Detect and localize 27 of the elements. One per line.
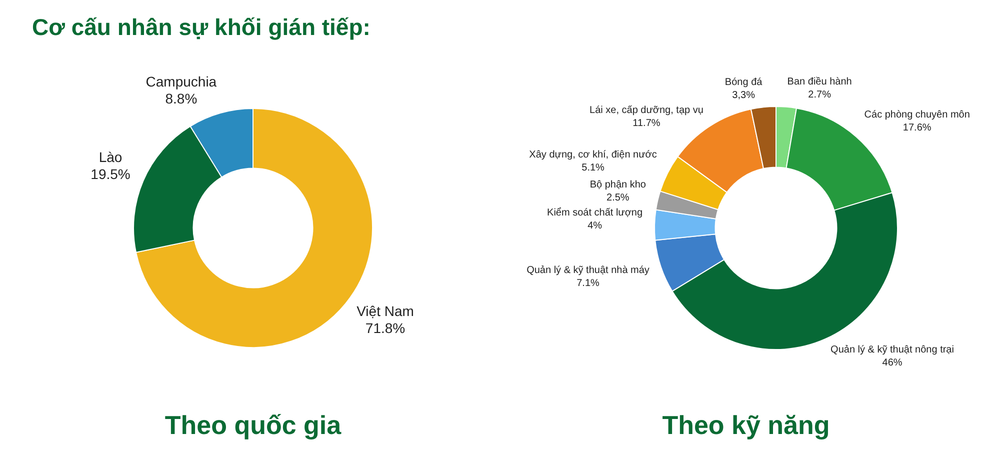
slice-label: Ban điều hành — [787, 76, 852, 88]
slice-label: Kiểm soát chất lượng — [547, 206, 643, 218]
slice-label: Lái xe, cấp dưỡng, tạp vụ — [590, 104, 704, 116]
slice-label: Quản lý & kỹ thuật nông trại — [830, 344, 954, 356]
data-label: 71.8% — [365, 320, 406, 336]
text: Theo quốc gia — [164, 410, 342, 441]
text: Theo kỹ năng — [662, 410, 830, 441]
data-label: 46% — [882, 358, 902, 369]
chart-title: Cơ cấu nhân sự khối gián tiếp: — [31, 13, 372, 42]
data-label: 17.6% — [902, 122, 932, 134]
slice-label: Campuchia — [146, 73, 217, 90]
slice-label: Các phòng chuyên môn — [864, 110, 970, 121]
data-label: 8.8% — [165, 90, 198, 106]
slice-label: Xây dựng, cơ khí, điện nước — [529, 150, 657, 161]
data-label: 5.1% — [582, 162, 605, 174]
slice-label: Việt Nam — [356, 303, 414, 320]
data-label: 11.7% — [632, 118, 660, 129]
slice-label: Bóng đá — [724, 76, 763, 88]
data-label: 3,3% — [732, 90, 756, 101]
data-label: 19.5% — [90, 166, 130, 182]
slice-label: Lào — [98, 149, 122, 166]
data-label: 2.5% — [606, 192, 630, 204]
slice-label: Quản lý & kỹ thuật nhà máy — [526, 265, 650, 276]
data-label: 4% — [588, 220, 602, 232]
slice-label: Bộ phận kho — [590, 179, 646, 190]
data-label: 7.1% — [576, 278, 600, 290]
data-label: 2.7% — [808, 90, 832, 101]
